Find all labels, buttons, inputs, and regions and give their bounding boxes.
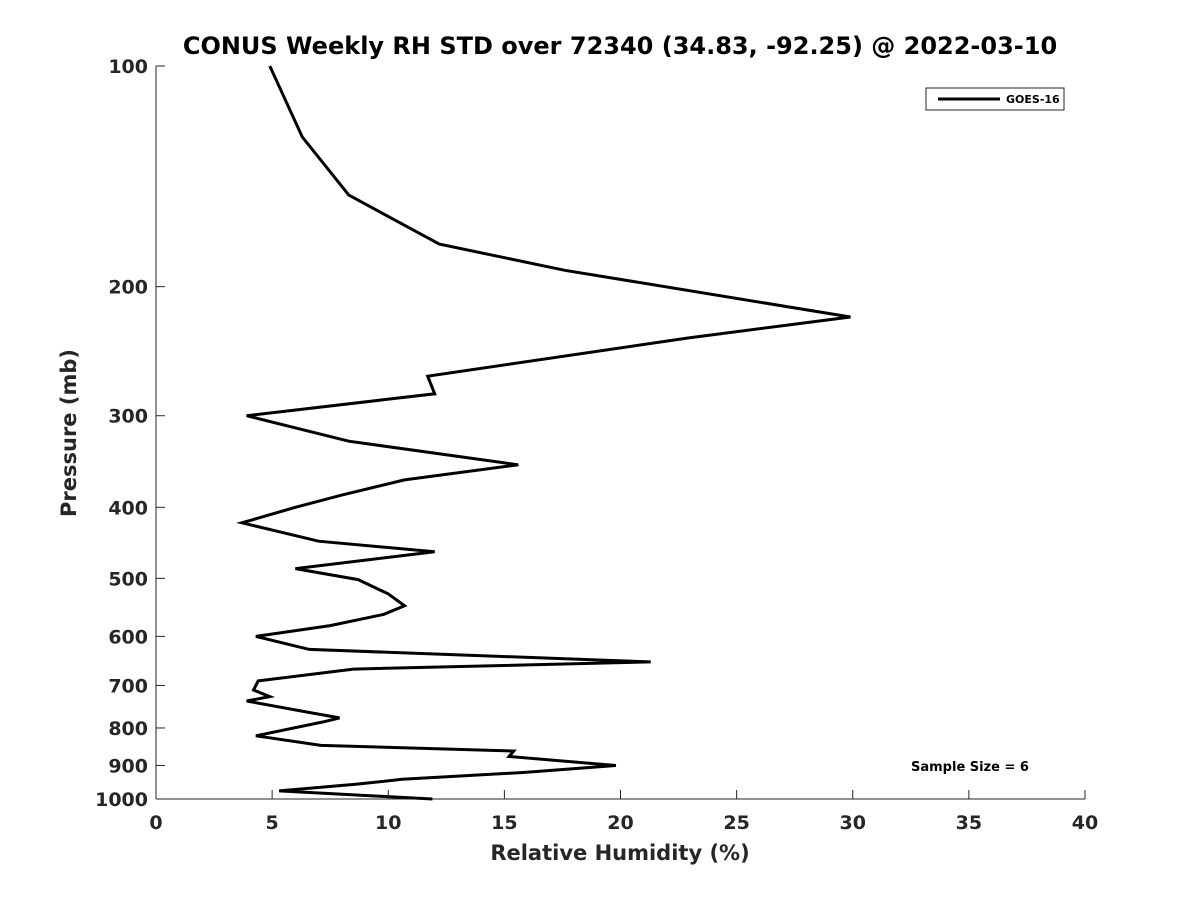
- chart-title: CONUS Weekly RH STD over 72340 (34.83, -…: [183, 32, 1057, 60]
- x-axis: 0 5 10 15 20 25 30 35 40: [149, 790, 1098, 834]
- y-tick-label: 300: [108, 406, 148, 428]
- y-tick-label: 1000: [95, 789, 148, 811]
- series-line-goes-16: [236, 65, 851, 801]
- y-tick-label: 400: [108, 497, 148, 519]
- x-tick-label: 20: [607, 812, 633, 834]
- x-tick-label: 40: [1072, 812, 1098, 834]
- y-tick-label: 500: [108, 568, 148, 590]
- y-axis: 100 200 300 400 500 600 700 800 900 1000: [95, 56, 165, 811]
- sample-size-annotation: Sample Size = 6: [911, 760, 1029, 775]
- y-tick-label: 900: [108, 755, 148, 777]
- plot-area: [155, 65, 1085, 801]
- x-axis-label: Relative Humidity (%): [490, 841, 749, 865]
- y-tick-label: 800: [108, 718, 148, 740]
- x-tick-label: 35: [956, 812, 982, 834]
- x-tick-label: 10: [375, 812, 401, 834]
- x-tick-label: 30: [840, 812, 866, 834]
- y-tick-label: 700: [108, 675, 148, 697]
- y-axis-label: Pressure (mb): [57, 349, 81, 517]
- y-tick-label: 600: [108, 626, 148, 648]
- y-tick-label: 200: [108, 277, 148, 299]
- legend: GOES-16: [925, 87, 1065, 111]
- x-tick-label: 25: [723, 812, 749, 834]
- y-tick-label: 100: [108, 56, 148, 78]
- x-tick-label: 5: [266, 812, 279, 834]
- legend-label-goes-16: GOES-16: [1006, 93, 1060, 106]
- x-tick-label: 15: [491, 812, 517, 834]
- x-tick-label: 0: [149, 812, 162, 834]
